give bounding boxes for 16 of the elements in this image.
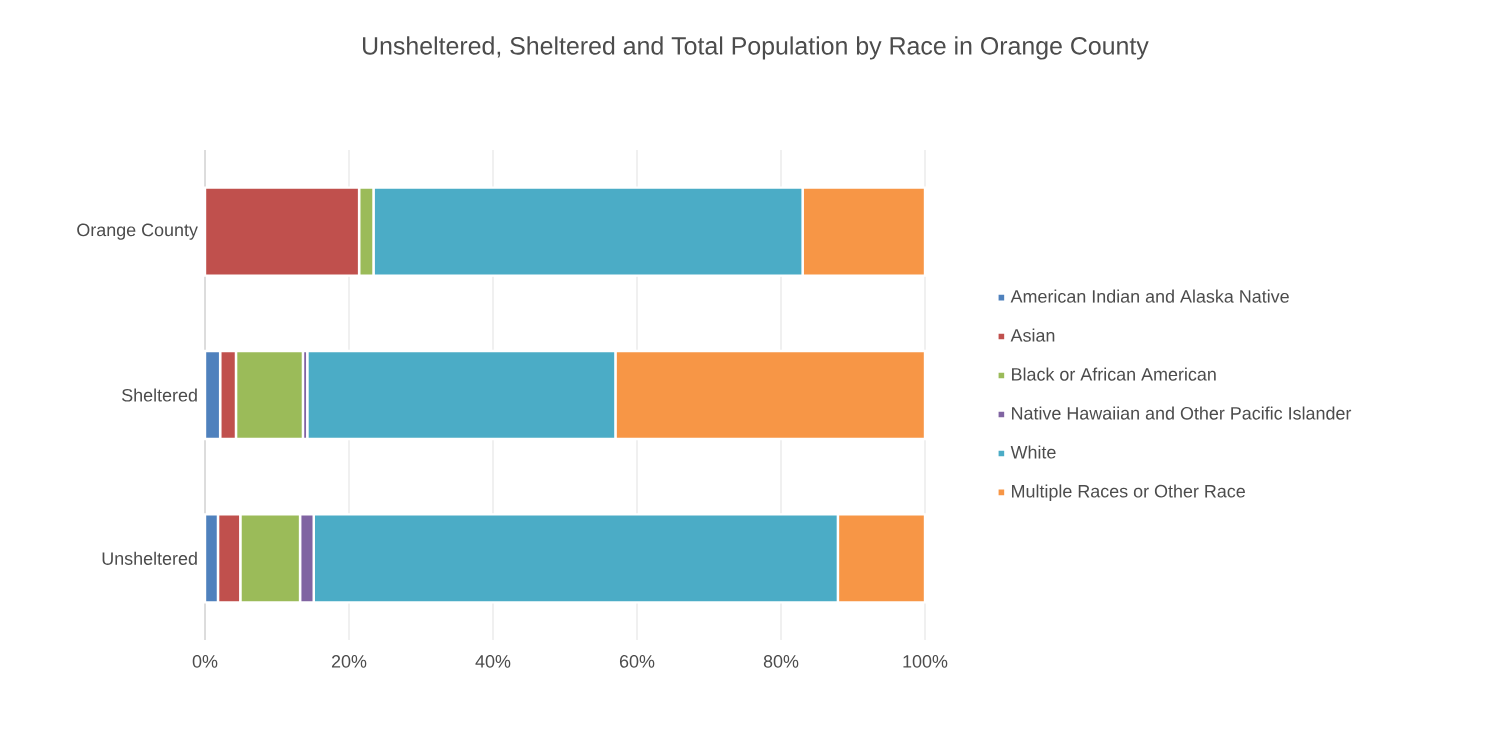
x-tick-label: 60% xyxy=(619,655,655,668)
legend-label: Black or African American xyxy=(1012,367,1216,381)
legend-label: Multiple Races or Other Race xyxy=(1012,484,1245,502)
legend-label: Asian xyxy=(1010,328,1055,342)
x-tick-label: 100% xyxy=(903,655,948,668)
legend-label: White xyxy=(1010,445,1056,459)
x-tick-label: 0% xyxy=(192,655,218,668)
x-tick-label: 80% xyxy=(763,655,799,668)
x-tick-label: 20% xyxy=(331,655,367,668)
x-tick-label: 40% xyxy=(475,655,511,668)
y-tick-label: Sheltered xyxy=(122,388,197,402)
y-tick-label: Unsheltered xyxy=(102,551,197,565)
y-tick-label: Orange County xyxy=(77,223,198,240)
legend-label: American Indian and Alaska Native xyxy=(1010,289,1289,303)
chart-title: Unsheltered, Sheltered and Total Population by Race in Orange County xyxy=(363,36,1149,60)
legend-label: Native Hawaiian and Other Pacific Islander xyxy=(1012,406,1352,420)
